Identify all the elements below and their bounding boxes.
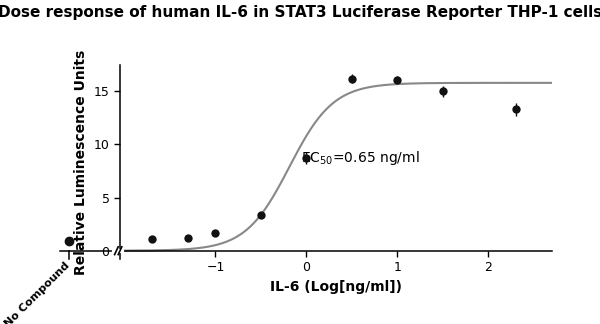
X-axis label: IL-6 (Log[ng/ml]): IL-6 (Log[ng/ml]) bbox=[270, 280, 402, 294]
Text: EC$_{50}$=0.65 ng/ml: EC$_{50}$=0.65 ng/ml bbox=[301, 149, 420, 167]
Y-axis label: Relative Luminescence Units: Relative Luminescence Units bbox=[74, 49, 88, 275]
Text: No Compound: No Compound bbox=[4, 260, 72, 324]
Text: Dose response of human IL-6 in STAT3 Luciferase Reporter THP-1 cells: Dose response of human IL-6 in STAT3 Luc… bbox=[0, 5, 600, 20]
